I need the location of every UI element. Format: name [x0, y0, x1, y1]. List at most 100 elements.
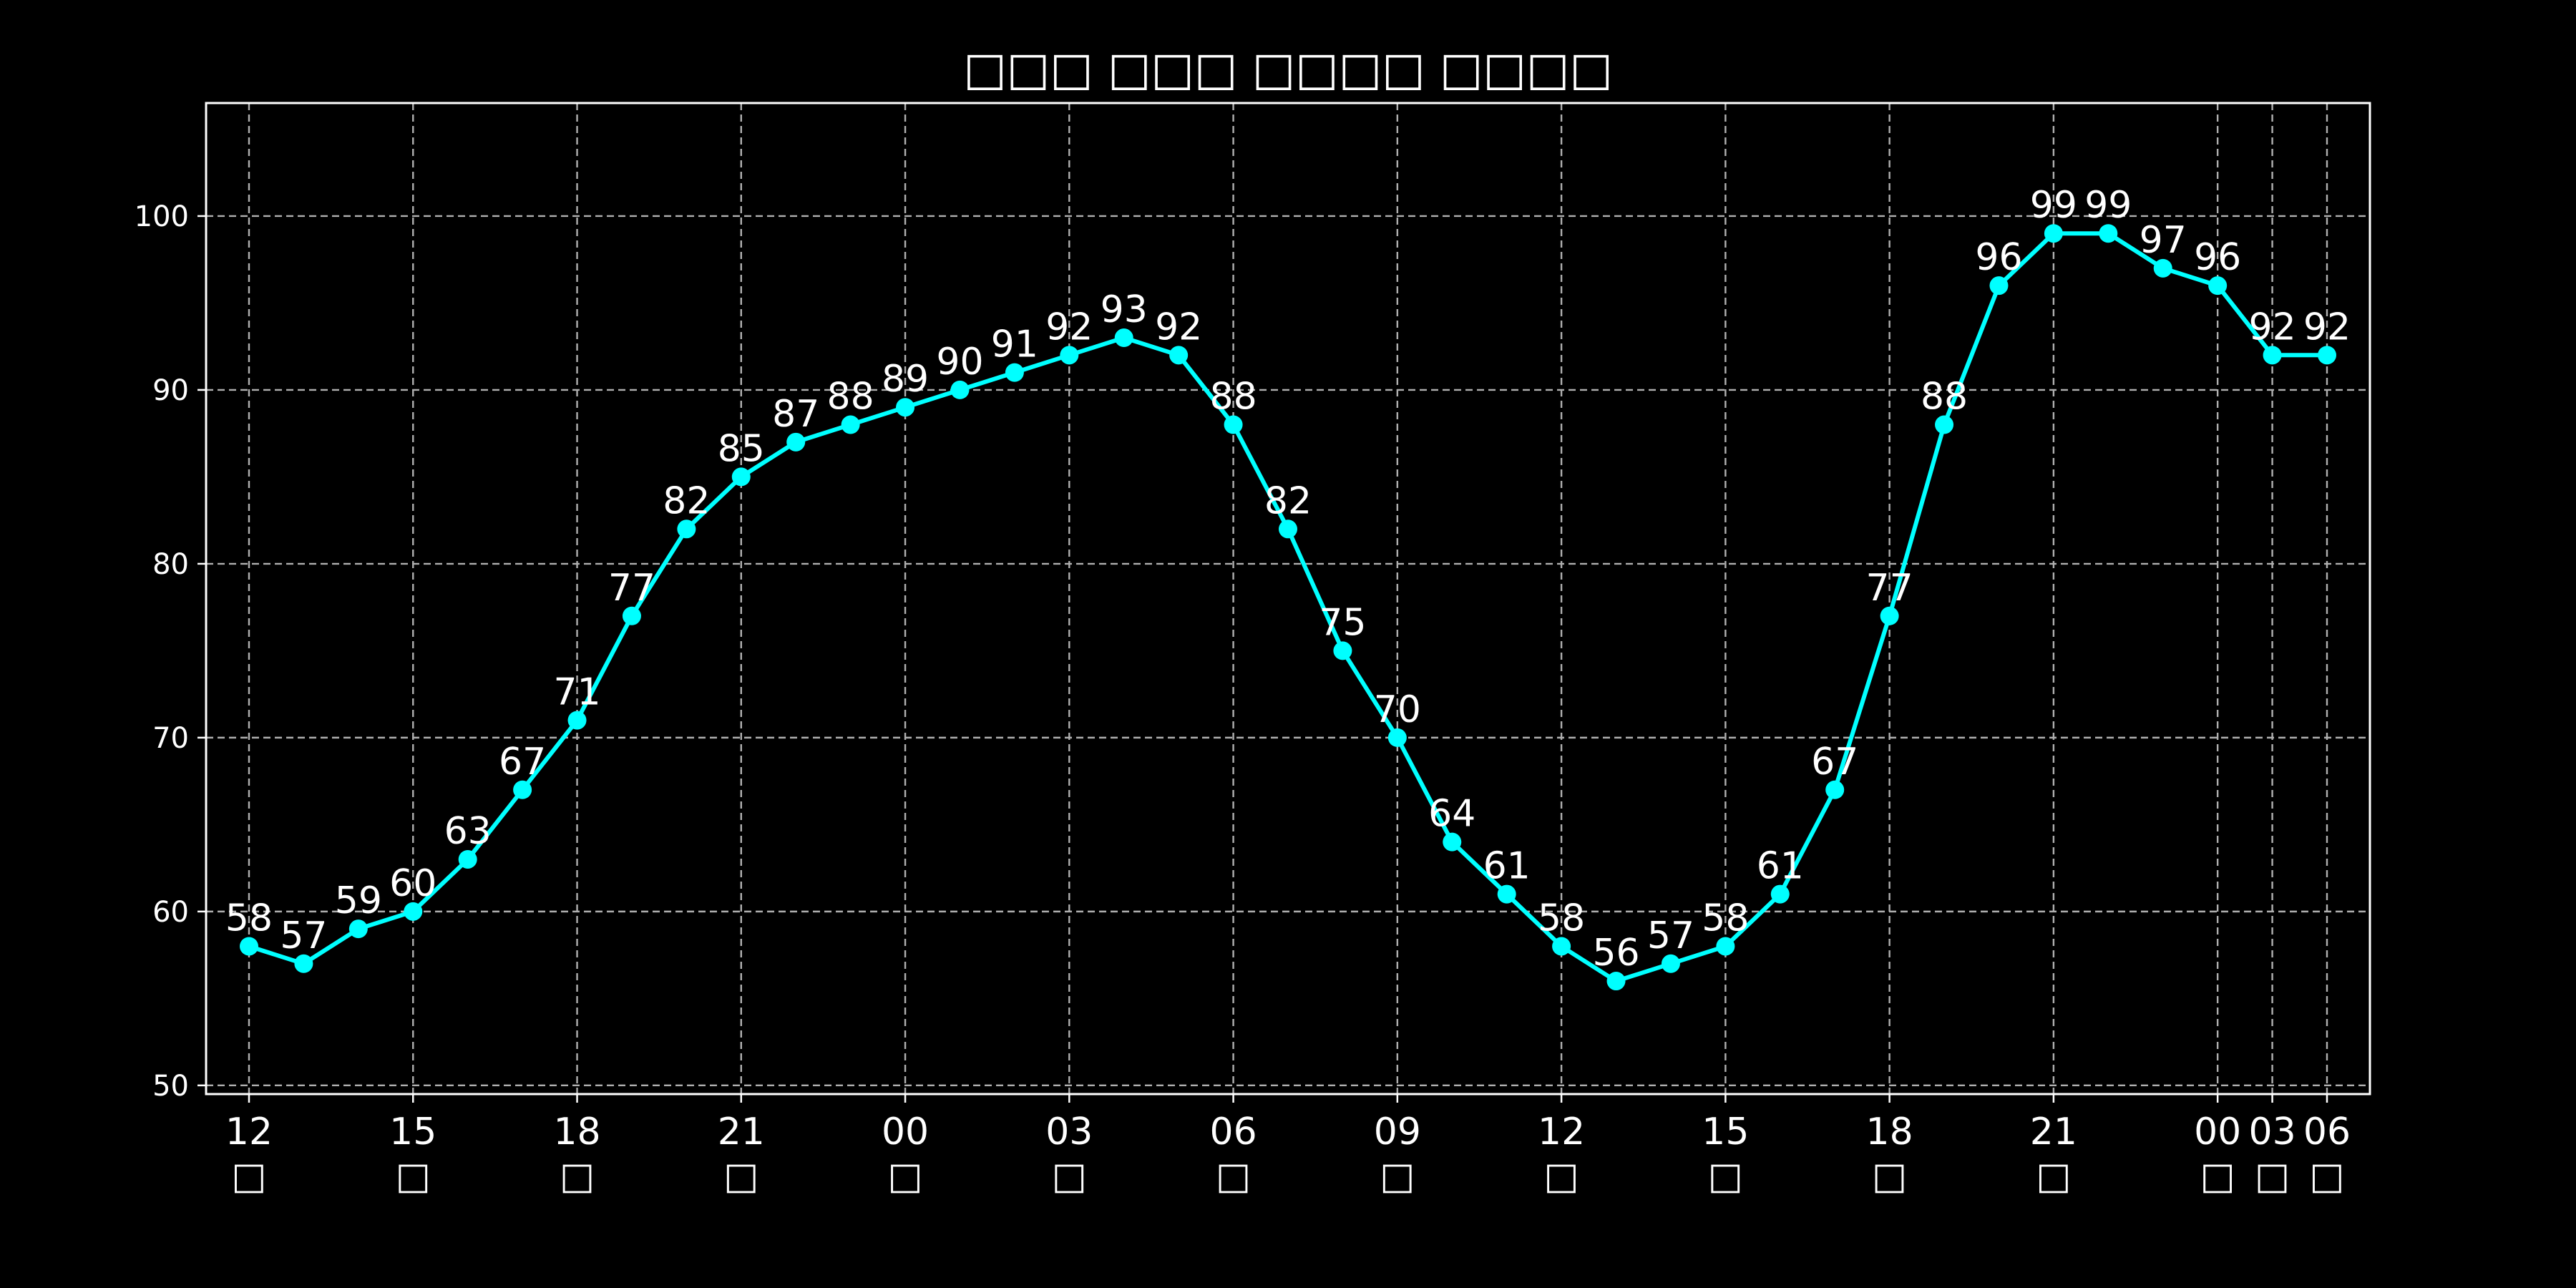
- data-label: 61: [1483, 845, 1531, 888]
- data-point: [1770, 884, 1790, 904]
- data-point: [1060, 346, 1079, 365]
- data-label: 58: [1702, 897, 1749, 940]
- data-label: 58: [225, 897, 273, 940]
- data-point: [1387, 728, 1407, 747]
- data-label: 88: [1209, 376, 1257, 419]
- data-label: 85: [718, 427, 765, 470]
- x-tick-sublabel: □: [2309, 1155, 2344, 1198]
- data-point: [2263, 346, 2282, 365]
- data-label: 77: [1866, 567, 1913, 610]
- x-tick-label: 18: [553, 1111, 600, 1153]
- data-label: 97: [2140, 219, 2187, 262]
- data-point: [2153, 258, 2172, 278]
- data-point: [1279, 519, 1297, 539]
- data-label: 88: [827, 376, 874, 419]
- x-tick-sublabel: □: [2200, 1155, 2235, 1198]
- x-tick-label: 03: [2248, 1111, 2296, 1153]
- data-point: [1005, 363, 1024, 382]
- data-point: [841, 415, 860, 434]
- data-label: 59: [335, 879, 382, 922]
- chart-title: □□□ □□□ □□□□ □□□□: [963, 43, 1613, 96]
- data-point: [1825, 780, 1845, 799]
- y-tick-label: 60: [152, 896, 189, 929]
- data-point: [567, 711, 587, 730]
- data-point: [1989, 276, 2009, 296]
- x-tick-label: 21: [2030, 1111, 2077, 1153]
- data-point: [240, 937, 258, 956]
- y-tick-label: 90: [152, 374, 189, 407]
- data-point: [896, 398, 915, 417]
- x-tick-label: 00: [2194, 1111, 2241, 1153]
- x-tick-label: 15: [389, 1111, 436, 1153]
- data-label: 67: [499, 741, 546, 784]
- data-label: 56: [1592, 932, 1639, 975]
- data-point: [404, 902, 423, 921]
- y-tick-label: 70: [152, 722, 189, 755]
- data-point: [2208, 276, 2228, 296]
- data-point: [2318, 346, 2336, 365]
- data-point: [348, 919, 368, 939]
- data-point: [1333, 641, 1352, 660]
- data-label: 89: [882, 358, 929, 401]
- data-label: 63: [444, 810, 492, 853]
- grid-lines: [206, 103, 2370, 1094]
- data-point: [1552, 937, 1571, 956]
- y-tick-label: 80: [152, 548, 189, 581]
- data-label: 96: [1975, 236, 2022, 279]
- data-label: 99: [2084, 184, 2132, 227]
- x-tick-label: 18: [1866, 1111, 1913, 1153]
- data-point: [1114, 328, 1133, 348]
- x-tick-sublabel: □: [396, 1155, 431, 1198]
- x-tick-sublabel: □: [2255, 1155, 2290, 1198]
- data-label: 70: [1374, 688, 1421, 731]
- data-point: [294, 954, 313, 973]
- data-label: 92: [1045, 306, 1093, 348]
- data-label: 75: [1319, 601, 1366, 644]
- data-point: [950, 380, 970, 399]
- data-point: [1443, 832, 1462, 852]
- y-tick-label: 100: [135, 200, 189, 233]
- data-label: 61: [1757, 845, 1804, 888]
- data-label: 92: [2248, 306, 2296, 348]
- series: [240, 224, 2336, 991]
- data-point: [731, 467, 751, 487]
- data-label: 91: [991, 323, 1038, 366]
- axes: 506070809010012□15□18□21□00□03□06□09□12□…: [135, 102, 2371, 1198]
- data-point: [1880, 606, 1899, 625]
- x-tick-label: 00: [882, 1111, 929, 1153]
- data-label: 92: [1155, 306, 1202, 348]
- x-tick-sublabel: □: [1544, 1155, 1579, 1198]
- data-point: [1169, 346, 1189, 365]
- x-tick-label: 12: [1538, 1111, 1585, 1153]
- x-tick-label: 12: [225, 1111, 273, 1153]
- data-point: [622, 606, 641, 625]
- data-point: [513, 780, 532, 799]
- data-label: 57: [1647, 914, 1694, 957]
- x-tick-label: 21: [718, 1111, 765, 1153]
- data-point: [1224, 415, 1243, 434]
- data-point: [1661, 954, 1680, 973]
- data-label: 87: [772, 393, 819, 436]
- data-label: 60: [389, 862, 436, 905]
- x-tick-sublabel: □: [1216, 1155, 1251, 1198]
- x-tick-sublabel: □: [1872, 1155, 1907, 1198]
- data-point: [786, 432, 806, 452]
- x-tick-label: 06: [2303, 1111, 2351, 1153]
- x-tick-sublabel: □: [1052, 1155, 1087, 1198]
- data-point: [1935, 415, 1954, 434]
- data-label: 92: [2303, 306, 2351, 348]
- x-tick-sublabel: □: [1708, 1155, 1743, 1198]
- data-point: [2099, 224, 2118, 243]
- data-label: 77: [608, 567, 655, 610]
- x-tick-label: 03: [1045, 1111, 1093, 1153]
- x-tick-label: 09: [1374, 1111, 1421, 1153]
- data-label: 58: [1538, 897, 1585, 940]
- x-tick-label: 06: [1209, 1111, 1257, 1153]
- data-label: 93: [1101, 288, 1148, 331]
- x-tick-sublabel: □: [887, 1155, 922, 1198]
- data-point: [1716, 937, 1735, 956]
- data-point: [1606, 972, 1626, 991]
